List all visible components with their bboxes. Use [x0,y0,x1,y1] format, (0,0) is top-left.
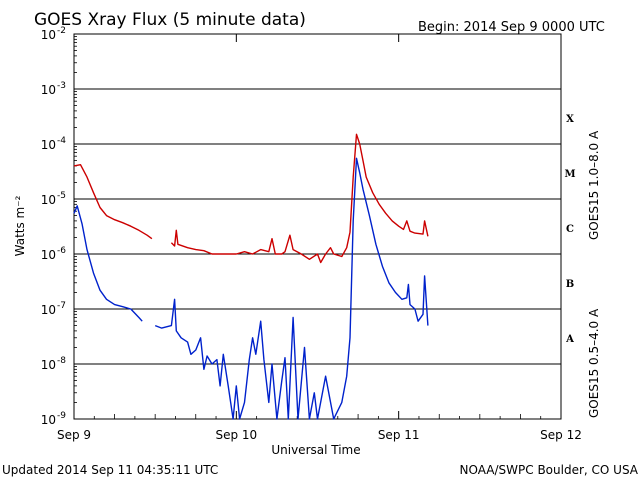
y-tick-label: 10 [41,358,56,372]
flare-class-label: C [566,224,574,235]
y-tick-exponent: -2 [57,26,66,36]
x-tick-label: Sep 10 [215,428,257,442]
flare-class-label: A [565,334,574,345]
flare-class-label: B [566,279,574,290]
legend-long-channel: GOES15 1.0–8.0 A [587,130,601,240]
y-tick-label: 10 [41,28,56,42]
y-tick-exponent: -5 [57,191,66,201]
y-tick-exponent: -4 [57,136,66,146]
y-tick-label: 10 [41,248,56,262]
y-tick-label: 10 [41,303,56,317]
y-tick-label: 10 [41,413,56,427]
x-tick-label: Sep 11 [378,428,420,442]
flare-class-label: M [564,169,575,180]
y-axis-ticks: 10-910-810-710-610-510-410-310-2 [41,26,79,427]
flare-class-labels: A B C M X [564,114,575,345]
series-line [73,157,429,420]
y-tick-exponent: -3 [57,81,66,91]
updated-footer: Updated 2014 Sep 11 04:35:11 UTC [2,463,218,477]
y-tick-exponent: -8 [57,356,66,366]
y-tick-label: 10 [41,193,56,207]
y-tick-exponent: -7 [57,301,66,311]
series-line [73,133,429,264]
agency-footer: NOAA/SWPC Boulder, CO USA [460,463,639,477]
x-tick-label: Sep 9 [57,428,91,442]
begin-label: Begin: 2014 Sep 9 0000 UTC [418,20,605,35]
y-axis-label: Watts m⁻² [13,195,27,256]
x-axis-ticks: Sep 9 Sep 10 Sep 11 Sep 12 [57,34,582,442]
y-tick-exponent: -9 [57,411,66,421]
x-axis-label: Universal Time [271,443,360,457]
y-tick-label: 10 [41,138,56,152]
x-tick-label: Sep 12 [540,428,582,442]
flare-class-label: X [566,114,574,125]
grid-lines [74,88,561,365]
legend-short-channel: GOES15 0.5–4.0 A [587,308,601,418]
series-lines [73,133,429,420]
plot-frame [73,33,562,420]
chart-title: GOES Xray Flux (5 minute data) [34,10,306,30]
y-tick-exponent: -6 [57,246,66,256]
y-tick-label: 10 [41,83,56,97]
